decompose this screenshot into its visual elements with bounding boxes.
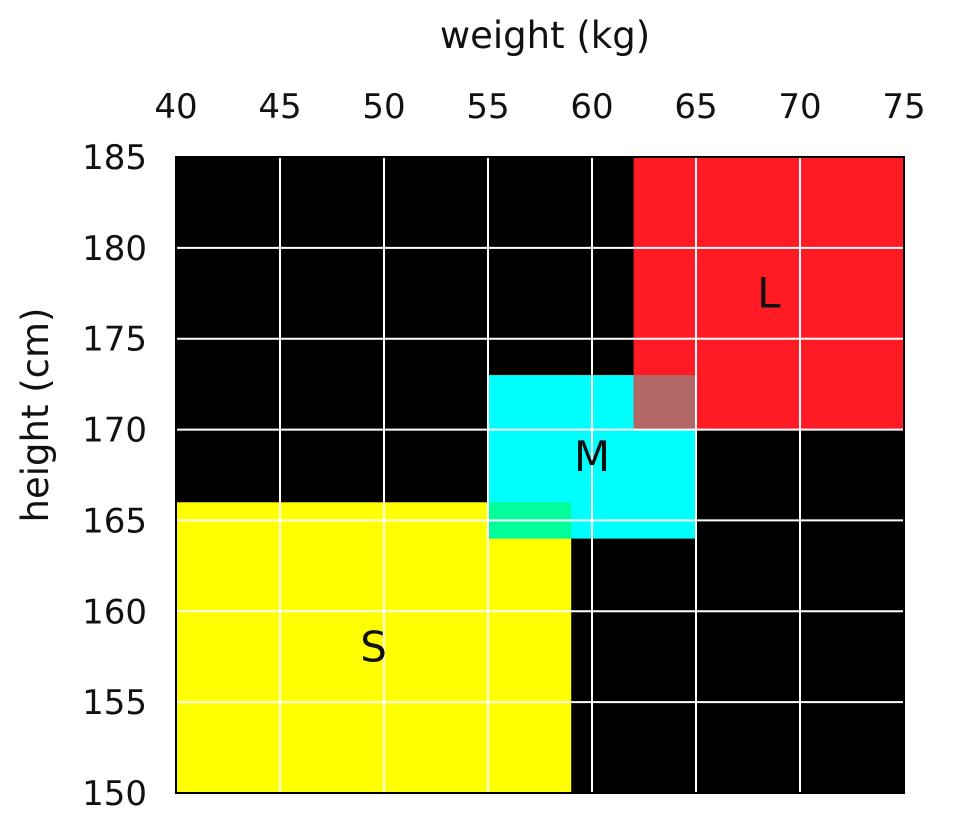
x-tick-label-75: 75 — [882, 87, 925, 127]
y-tick-label-175: 175 — [82, 320, 147, 360]
y-tick-label-150: 150 — [82, 774, 147, 814]
x-tick-label-70: 70 — [778, 87, 821, 127]
x-axis-ticks: 40 45 50 55 60 65 70 75 — [154, 87, 925, 127]
size-label-s: S — [360, 623, 387, 672]
x-tick-label-50: 50 — [362, 87, 405, 127]
x-axis-label: weight (kg) — [440, 14, 650, 57]
size-label-l: L — [757, 268, 781, 317]
y-tick-label-155: 155 — [82, 683, 147, 723]
y-tick-label-170: 170 — [82, 411, 147, 451]
size-label-m: M — [574, 432, 610, 481]
y-tick-label-180: 180 — [82, 229, 147, 269]
x-tick-label-45: 45 — [258, 87, 301, 127]
grid — [175, 156, 905, 794]
size-overlap-2 — [633, 375, 696, 430]
size-labels: S M L — [360, 268, 781, 671]
y-axis-ticks: 150 155 160 165 170 175 180 185 — [82, 138, 147, 814]
y-tick-label-160: 160 — [82, 592, 147, 632]
plot-border — [175, 156, 905, 794]
y-tick-label-185: 185 — [82, 138, 147, 178]
size-region-s — [176, 502, 572, 793]
y-axis-label: height (cm) — [14, 308, 57, 523]
x-tick-label-60: 60 — [570, 87, 613, 127]
x-tick-label-65: 65 — [674, 87, 717, 127]
y-tick-label-165: 165 — [82, 501, 147, 541]
x-tick-label-40: 40 — [154, 87, 197, 127]
x-tick-label-55: 55 — [466, 87, 509, 127]
